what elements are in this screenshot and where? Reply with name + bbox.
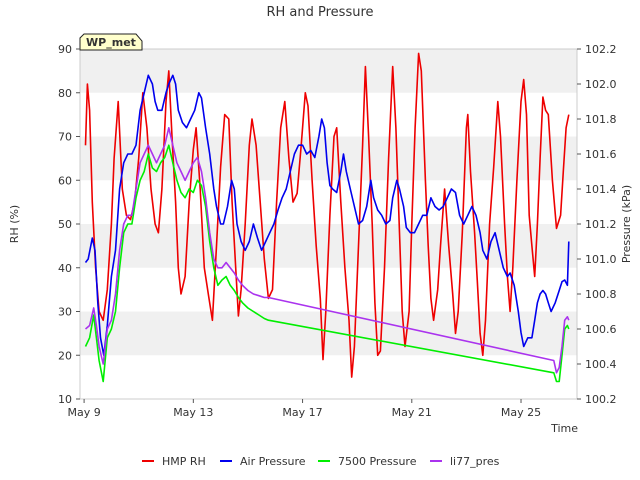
legend-label-7500-pressure: 7500 Pressure	[338, 455, 417, 468]
grid-band	[80, 92, 577, 137]
grid-band	[80, 355, 577, 399]
y-right-tick-label: 100.2	[585, 393, 617, 406]
x-tick-label: May 13	[173, 406, 213, 419]
grid-band	[80, 267, 577, 312]
series-line-air-pressure	[84, 74, 570, 357]
x-tick-label: May 25	[501, 406, 541, 419]
x-axis: May 9 May 13 May 17 May 21 May 25	[67, 399, 541, 419]
legend: HMP RH Air Pressure 7500 Pressure li77_pres	[142, 455, 500, 468]
chart-title: RH and Pressure	[266, 5, 373, 20]
y-left-tick-label: 60	[58, 174, 72, 187]
y-right-tick-label: 100.8	[585, 288, 617, 301]
y-left-tick-label: 70	[58, 131, 72, 144]
y-left-tick-label: 40	[58, 262, 72, 275]
y-left-tick-label: 50	[58, 218, 72, 231]
y-left-axis: 10 20 30 40 50 60 70 80 90	[58, 43, 80, 406]
y-right-axis: 100.2 100.4 100.6 100.8 101.0 101.2 101.4 101.6…	[577, 43, 617, 406]
y-right-tick-label: 101.2	[585, 218, 617, 231]
y-left-tick-label: 90	[58, 43, 72, 56]
grid-band	[80, 180, 577, 224]
y-left-tick-label: 30	[58, 306, 72, 319]
y-right-tick-label: 101.4	[585, 183, 617, 196]
y-left-axis-label: RH (%)	[8, 205, 21, 243]
y-left-tick-label: 20	[58, 349, 72, 362]
legend-label-li77-pres: li77_pres	[450, 455, 500, 468]
y-left-tick-label: 10	[58, 393, 72, 406]
series-line-7500-pressure	[84, 144, 570, 383]
grid-band	[80, 49, 577, 93]
y-right-tick-label: 101.8	[585, 113, 617, 126]
legend-label-hmp-rh: HMP RH	[162, 455, 206, 468]
y-right-tick-label: 102.0	[585, 78, 617, 91]
y-right-axis-label: Pressure (kPa)	[620, 185, 633, 263]
badge-label: WP_met	[86, 36, 136, 49]
x-axis-label: Time	[550, 422, 578, 435]
badge: WP_met	[79, 33, 143, 51]
series-line-li77-pres	[84, 127, 570, 374]
x-tick-label: May 9	[67, 406, 100, 419]
y-right-tick-label: 100.4	[585, 358, 617, 371]
y-right-tick-label: 102.2	[585, 43, 617, 56]
legend-label-air-pressure: Air Pressure	[240, 455, 306, 468]
y-right-tick-label: 101.0	[585, 253, 617, 266]
y-right-tick-label: 100.6	[585, 323, 617, 336]
series-lines	[84, 52, 570, 383]
y-left-tick-label: 80	[58, 87, 72, 100]
x-tick-label: May 21	[392, 406, 432, 419]
x-tick-label: May 17	[282, 406, 322, 419]
y-right-tick-label: 101.6	[585, 148, 617, 161]
